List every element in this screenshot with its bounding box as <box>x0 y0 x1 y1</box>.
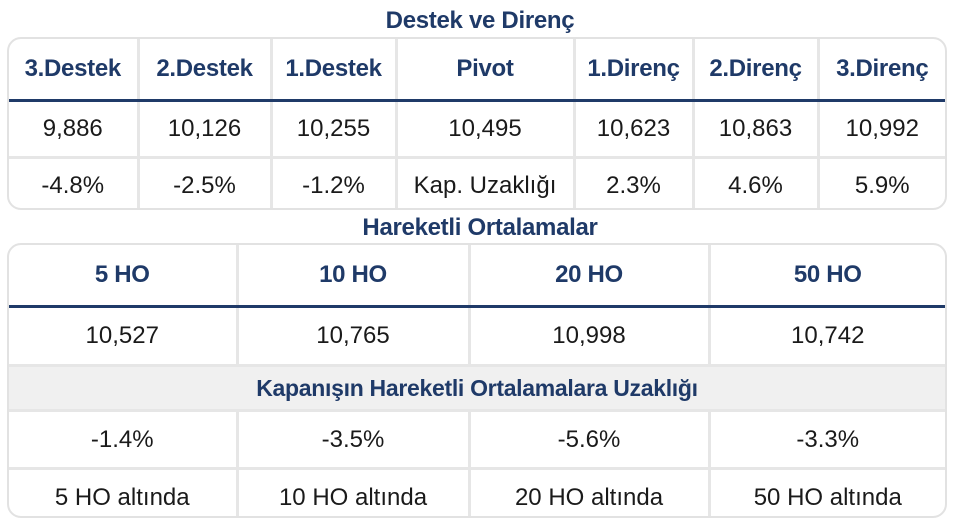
moving-averages-table: 5 HO 10 HO 20 HO 50 HO 10,527 10,765 10,… <box>9 245 945 516</box>
value-resistance-3: 10,992 <box>816 100 945 159</box>
value-support-1: 10,255 <box>269 100 396 159</box>
header-ma-50: 50 HO <box>707 245 945 308</box>
value-ma-5: 10,527 <box>85 322 159 349</box>
status-ma-50: 50 HO altında <box>707 468 945 516</box>
level-values-row: 9,886 10,126 10,255 10,495 10,623 10,863… <box>9 100 945 159</box>
ma-status-row: 5 HO altında 10 HO altında 20 HO altında… <box>9 468 945 516</box>
distance-support-1: -1.2% <box>269 157 396 208</box>
value-ma-50: 10,742 <box>707 306 945 366</box>
header-support-3: 3.Destek <box>9 39 138 102</box>
value-resistance-1: 10,623 <box>572 100 693 159</box>
header-resistance-1: 1.Direnç <box>572 39 693 102</box>
status-ma-10: 10 HO altında <box>235 468 469 516</box>
support-resistance-title: Destek ve Direnç <box>385 7 575 34</box>
distance-ma-20: -5.6% <box>467 410 709 470</box>
distance-ma-10: -3.5% <box>235 410 469 470</box>
distance-resistance-3: 5.9% <box>816 157 945 208</box>
header-support-1: 1.Destek <box>269 39 396 102</box>
ma-distance-subtitle-row: Kapanışın Hareketli Ortalamalara Uzaklığ… <box>9 364 945 412</box>
value-ma-10: 10,765 <box>235 306 469 366</box>
distance-ma-50: -3.3% <box>707 410 945 470</box>
value-resistance-2: 10,863 <box>691 100 818 159</box>
header-ma-5: 5 HO <box>9 245 237 308</box>
value-ma-20: 10,998 <box>467 306 709 366</box>
ma-values-row: 10,527 10,765 10,998 10,742 <box>9 306 945 366</box>
moving-averages-title: Hareketli Ortalamalar <box>362 214 598 241</box>
support-resistance-table-card: 3.Destek 2.Destek 1.Destek Pivot 1.Diren… <box>7 37 947 210</box>
header-resistance-3: 3.Direnç <box>816 39 945 102</box>
header-ma-10: 10 HO <box>235 245 469 308</box>
header-resistance-2: 2.Direnç <box>691 39 818 102</box>
distance-support-3: -4.8% <box>41 172 105 199</box>
header-ma-20: 20 HO <box>467 245 709 308</box>
distance-ma-5: -1.4% <box>9 410 237 470</box>
ma-distance-subtitle: Kapanışın Hareketli Ortalamalara Uzaklığ… <box>9 364 945 412</box>
header-pivot: Pivot <box>394 39 574 102</box>
distance-support-2: -2.5% <box>136 157 271 208</box>
status-ma-5: 5 HO altında <box>54 483 190 511</box>
value-support-2: 10,126 <box>136 100 271 159</box>
distance-resistance-1: 2.3% <box>572 157 693 208</box>
value-pivot: 10,495 <box>394 100 574 159</box>
ma-distance-row: -1.4% -3.5% -5.6% -3.3% <box>9 410 945 470</box>
moving-averages-table-card: 5 HO 10 HO 20 HO 50 HO 10,527 10,765 10,… <box>7 243 947 518</box>
value-support-3: 9,886 <box>9 100 138 159</box>
header-support-2: 2.Destek <box>136 39 271 102</box>
ma-header-row: 5 HO 10 HO 20 HO 50 HO <box>9 245 945 308</box>
status-ma-20: 20 HO altında <box>467 468 709 516</box>
support-resistance-table: 3.Destek 2.Destek 1.Destek Pivot 1.Diren… <box>9 39 945 208</box>
distance-label: Kap. Uzaklığı <box>394 157 574 208</box>
header-row: 3.Destek 2.Destek 1.Destek Pivot 1.Diren… <box>9 39 945 102</box>
distance-resistance-2: 4.6% <box>691 157 818 208</box>
distance-row: -4.8% -2.5% -1.2% Kap. Uzaklığı 2.3% 4.6… <box>9 157 945 208</box>
